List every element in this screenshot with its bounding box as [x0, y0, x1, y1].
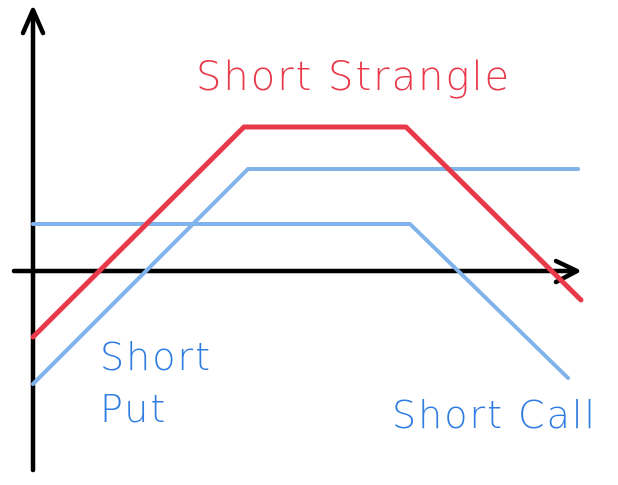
axes: [11, 7, 580, 473]
short-call-label: Short Call: [392, 393, 597, 437]
short-strangle-label: Short Strangle: [196, 54, 511, 100]
short-put-label-line2: Put: [100, 387, 167, 431]
short-put-label-line1: Short: [100, 335, 212, 379]
x-axis-arrowhead: [553, 258, 580, 285]
short-call-line: [31, 222, 570, 380]
short-strangle-line: [30, 124, 584, 340]
y-axis-arrowhead: [20, 7, 46, 36]
short-put-line: [31, 167, 580, 386]
